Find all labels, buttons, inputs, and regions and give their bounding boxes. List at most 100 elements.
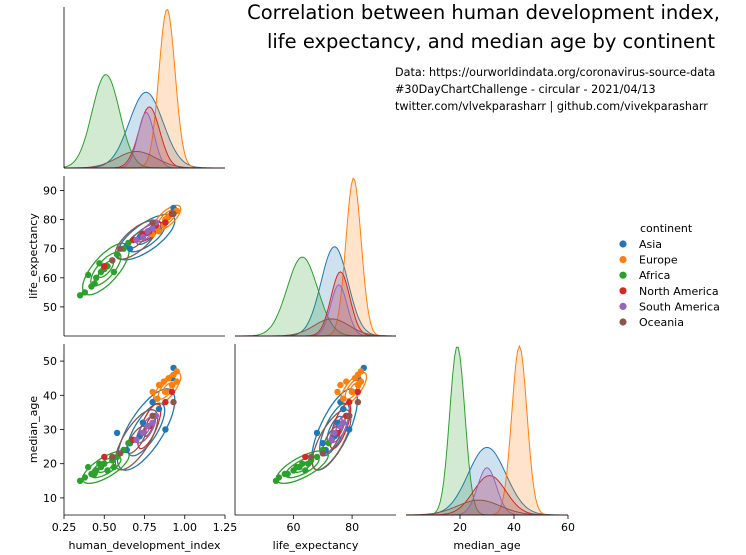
x-ticks-median-age: 20 40 60 median_age — [453, 515, 575, 552]
point-south-america — [139, 233, 147, 241]
point-africa — [85, 271, 92, 279]
point-africa — [85, 463, 92, 471]
scatter-panel-life-expectancy-vs-human-development-index — [63, 176, 225, 337]
x-tick-label: 1.00 — [173, 521, 198, 534]
x-tick-label: 0.75 — [132, 521, 157, 534]
kde-panel-life-expectancy — [235, 177, 396, 337]
kde-fill-south-america — [406, 467, 568, 515]
point-africa — [91, 470, 98, 478]
point-europe — [149, 388, 156, 396]
point-south-america — [149, 419, 156, 426]
legend-item-africa: Africa — [619, 269, 670, 282]
point-north-america — [302, 453, 309, 461]
point-europe — [162, 388, 169, 396]
legend-label: Europe — [639, 254, 678, 267]
kde-fill-oceania — [235, 318, 396, 336]
y-tick-label: 30 — [43, 424, 57, 437]
source-line-1: Data: https://ourworldindata.org/coronav… — [395, 66, 715, 79]
point-africa — [101, 460, 108, 467]
x-axis-label: human_development_index — [68, 539, 221, 552]
kde-panel-human-development-index — [63, 7, 225, 169]
x-axis-label: median_age — [453, 539, 520, 552]
legend-label: North America — [639, 285, 719, 298]
y-tick-label: 40 — [43, 389, 57, 402]
point-south-america — [340, 419, 347, 426]
x-tick-label: 40 — [507, 521, 521, 534]
point-north-america — [354, 388, 362, 396]
legend-label: South America — [639, 300, 720, 313]
y-tick-label: 80 — [43, 214, 57, 227]
point-europe — [155, 381, 163, 389]
legend-item-north-america: North America — [619, 285, 719, 298]
legend-marker — [619, 240, 627, 248]
kde-fill-africa — [235, 257, 396, 336]
point-africa — [296, 463, 303, 471]
point-asia — [346, 426, 353, 433]
point-europe — [354, 381, 362, 389]
point-oceania — [109, 257, 116, 264]
source-line-3: twitter.com/vlvekparasharr | github.com/… — [395, 100, 708, 113]
title-line-1: Correlation between human development in… — [247, 1, 720, 24]
point-africa — [96, 260, 103, 267]
kde-panel-median-age — [405, 344, 568, 516]
point-europe — [343, 378, 350, 385]
x-tick-label: 0.50 — [92, 521, 117, 534]
point-asia — [319, 440, 326, 447]
y-ticks-life-expectancy: 50 60 70 80 90 life_expectancy — [27, 185, 64, 314]
point-africa — [81, 289, 89, 296]
point-europe — [168, 381, 176, 389]
point-africa — [272, 477, 280, 484]
point-europe — [165, 375, 172, 382]
point-oceania — [117, 245, 124, 252]
y-ticks-median-age: 10 20 30 40 50 median_age — [27, 355, 64, 505]
kde-fill-oceania — [406, 500, 568, 515]
y-tick-label: 50 — [43, 301, 57, 314]
kde-fill-north-america — [64, 106, 225, 168]
point-africa — [76, 477, 84, 484]
legend-item-oceania: Oceania — [619, 316, 684, 329]
title-line-2: life expectancy, and median age by conti… — [267, 30, 715, 53]
point-oceania — [307, 453, 315, 461]
point-asia — [155, 405, 163, 413]
point-south-america — [133, 436, 140, 443]
kde-fill-europe — [406, 346, 568, 515]
x-axis-label: life_expectancy — [273, 539, 359, 552]
kde-fill-africa — [406, 347, 568, 515]
point-europe — [160, 378, 167, 385]
point-asia — [126, 245, 134, 252]
kde-fill-asia — [64, 92, 225, 168]
point-africa — [313, 453, 321, 461]
legend-item-south-america: South America — [619, 300, 720, 313]
scatter-panel-median-age-vs-life-expectancy — [234, 344, 396, 516]
point-oceania — [170, 398, 177, 406]
point-africa — [305, 460, 312, 467]
point-oceania — [109, 453, 116, 461]
point-africa — [96, 460, 103, 467]
point-oceania — [319, 450, 326, 457]
y-axis-label: median_age — [27, 396, 40, 463]
legend-label: Asia — [639, 238, 662, 251]
point-africa — [302, 467, 309, 474]
point-asia — [313, 429, 321, 437]
contour-oceania-1 — [311, 409, 352, 471]
scatter-panel-median-age-vs-human-development-index — [63, 344, 225, 516]
point-europe — [337, 381, 344, 389]
point-north-america — [101, 263, 108, 270]
contour-africa-2 — [81, 450, 130, 485]
point-europe — [340, 395, 347, 402]
point-south-america — [144, 228, 151, 235]
point-asia — [340, 405, 347, 413]
y-tick-label: 70 — [43, 243, 57, 256]
point-oceania — [346, 412, 353, 419]
point-asia — [162, 426, 169, 433]
point-south-america — [133, 236, 140, 244]
y-axis-label: life_expectancy — [27, 213, 40, 299]
point-south-america — [149, 225, 156, 232]
point-south-america — [328, 436, 335, 443]
point-europe — [348, 388, 356, 396]
y-tick-label: 50 — [43, 355, 57, 368]
x-tick-label: 0.25 — [52, 521, 77, 534]
y-tick-label: 90 — [43, 185, 57, 198]
legend-label: Oceania — [639, 316, 684, 329]
